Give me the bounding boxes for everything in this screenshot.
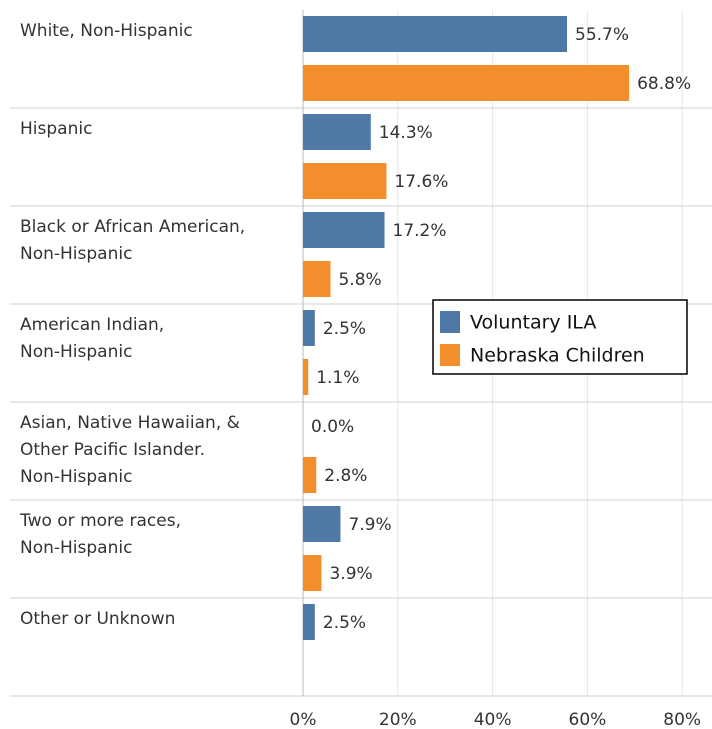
bar — [303, 555, 322, 591]
category-label: Black or African American, Non-Hispanic — [20, 217, 246, 264]
category-label: Two or more races, Non-Hispanic — [20, 511, 181, 558]
value-label: 5.8% — [338, 270, 381, 290]
category-label: Hispanic — [20, 119, 93, 139]
x-tick-label: 80% — [663, 710, 701, 729]
category-label: American Indian, Non-Hispanic — [20, 315, 165, 362]
legend-box — [432, 299, 688, 375]
value-label: 14.3% — [379, 123, 433, 143]
value-label: 2.5% — [323, 613, 366, 633]
legend-label: Voluntary ILA — [470, 312, 596, 334]
value-label: 0.0% — [311, 417, 354, 437]
value-label: 55.7% — [575, 25, 629, 45]
value-label: 68.8% — [637, 74, 691, 94]
category-label: Other or Unknown — [20, 609, 176, 629]
value-label: 7.9% — [348, 515, 391, 535]
value-label: 2.5% — [323, 319, 366, 339]
value-label: 17.2% — [393, 221, 447, 241]
legend-swatch — [440, 344, 460, 366]
bar — [303, 212, 385, 248]
legend: Voluntary ILA Nebraska Children — [432, 299, 688, 375]
category-label: Asian, Native Hawaiian, & Other Pacific … — [20, 413, 240, 487]
value-label: 1.1% — [316, 368, 359, 388]
bar — [303, 506, 341, 542]
bar — [303, 261, 331, 297]
bar — [303, 16, 568, 52]
x-tick-label: 0% — [290, 710, 317, 729]
x-tick-label: 60% — [569, 710, 607, 729]
bar — [303, 604, 315, 640]
bar — [303, 163, 387, 199]
category-label: White, Non-Hispanic — [20, 21, 193, 41]
legend-swatch — [440, 311, 460, 333]
bar — [303, 359, 309, 395]
x-tick-label: 20% — [379, 710, 417, 729]
bar — [303, 310, 315, 346]
value-label: 2.8% — [324, 466, 367, 486]
bar — [303, 457, 317, 493]
x-tick-label: 40% — [474, 710, 512, 729]
bar — [303, 114, 371, 150]
bar — [303, 65, 630, 101]
value-label: 3.9% — [329, 564, 372, 584]
legend-label: Nebraska Children — [470, 345, 645, 367]
value-label: 17.6% — [394, 172, 448, 192]
